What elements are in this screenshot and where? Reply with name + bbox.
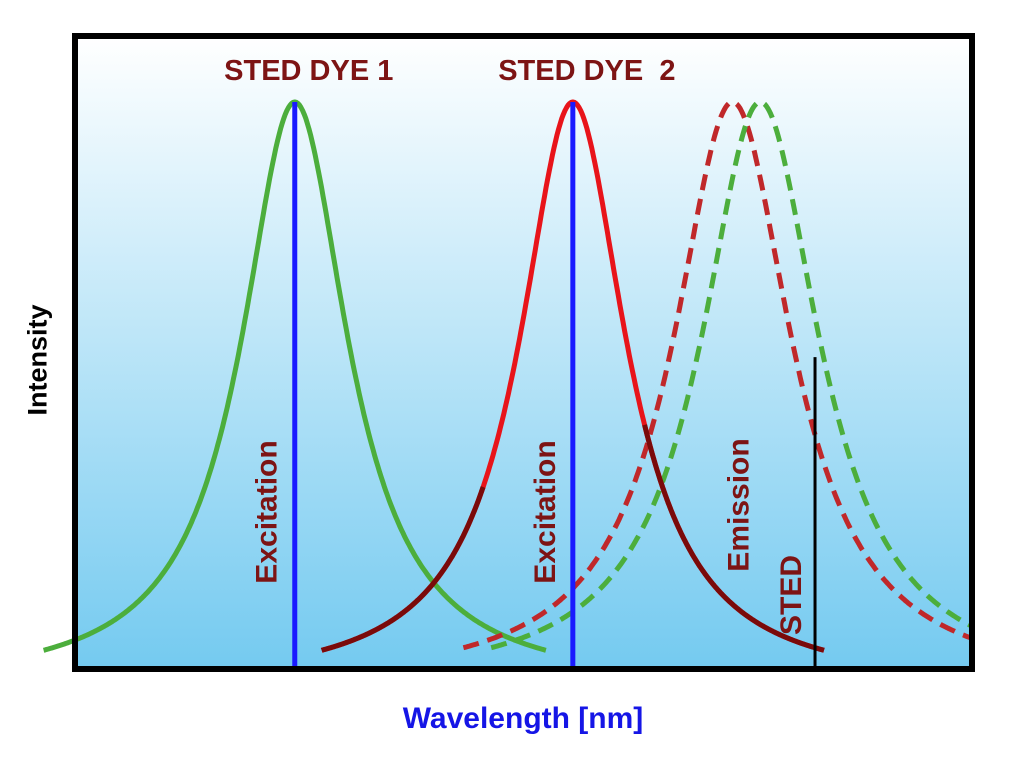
x-axis-label: Wavelength [nm] (402, 702, 644, 735)
dye2-absorption-tail (642, 424, 825, 653)
excitation-label-1: Excitation (251, 440, 284, 583)
y-axis-label: Intensity (22, 304, 53, 416)
excitation-label-2: Excitation (529, 440, 562, 583)
dye2-title: STED DYE 2 (498, 55, 675, 87)
dye2-absorption-left-tail (320, 486, 486, 653)
labels-layer: Excitation Excitation STED Emission STED DYE… (224, 55, 808, 635)
plot-frame (72, 33, 975, 672)
dye2-emission-curve (462, 99, 973, 651)
dye1-title: STED DYE 1 (224, 55, 393, 87)
sted-label: STED (775, 555, 808, 635)
emission-label: Emission (722, 438, 755, 571)
lines-layer (292, 102, 817, 669)
plot-background (75, 36, 972, 669)
